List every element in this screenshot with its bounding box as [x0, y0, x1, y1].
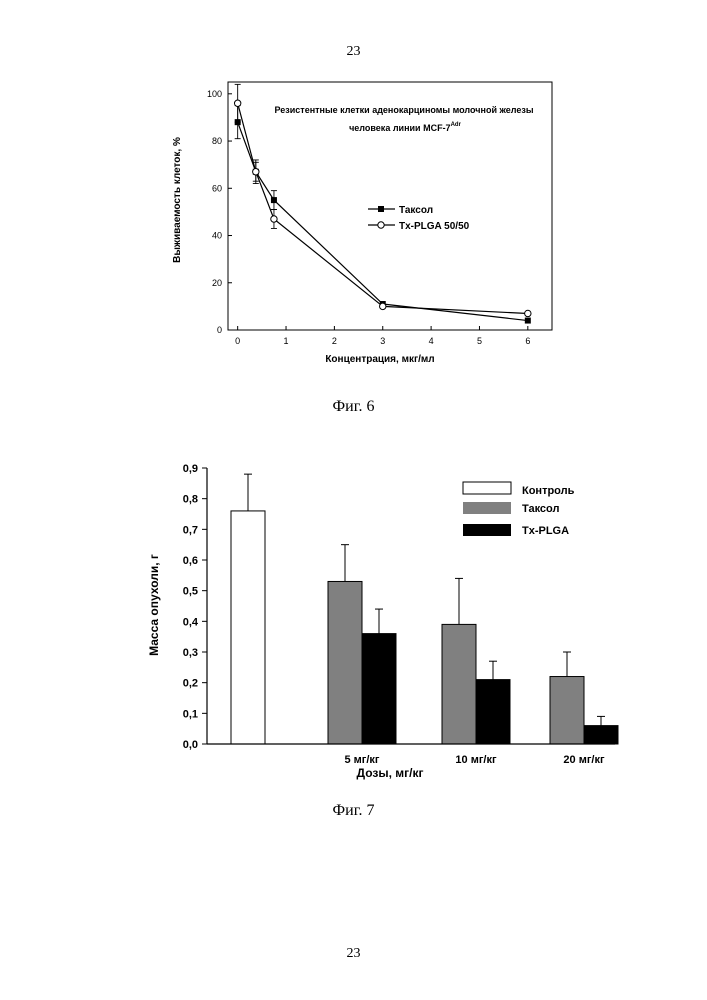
x-tick-label-2: 10 мг/кг: [455, 754, 497, 766]
legend-swatch-taxol: [463, 502, 511, 514]
x-axis-label: Дозы, мг/кг: [357, 766, 424, 780]
y-tick-label-4: 80: [212, 136, 222, 146]
point-s0-2: [271, 197, 277, 203]
chart-subtitle-sup: Adr: [451, 122, 462, 128]
y-tick-label-5: 0,5: [183, 586, 198, 598]
y-tick-label-1: 20: [212, 278, 222, 288]
legend-label-taxol: Таксол: [399, 205, 433, 216]
tumor-mass-bar-chart: 0,0 0,1 0,2 0,3 0,4 0,5 0,6 0,7 0,8 0,9 5 мг/кг 10 …: [0, 440, 707, 820]
bar-s0-c0: [231, 511, 265, 744]
figure-6-caption: Фиг. 6: [0, 398, 707, 416]
y-tick-label-8: 0,8: [183, 494, 198, 506]
y-tick-label-0: 0,0: [183, 739, 198, 751]
y-tick-label-6: 0,6: [183, 555, 198, 567]
y-tick-label-0: 0: [217, 325, 222, 335]
bar-s2-c2: [476, 680, 510, 744]
figure-7-caption: Фиг. 7: [0, 802, 707, 820]
x-tick-label-6: 6: [525, 336, 530, 346]
legend-label-taxol: Таксол: [522, 503, 559, 515]
legend-label-txplga: Tx-PLGA: [522, 525, 569, 537]
chart-subtitle-main: человека линии MCF-7: [349, 123, 451, 133]
error-bar-s2-c2: [489, 661, 497, 679]
legend-swatch-control: [463, 482, 511, 494]
point-s1-3: [380, 303, 386, 309]
bar-s1-c1: [328, 581, 362, 744]
point-s1-0: [234, 100, 240, 106]
x-axis-label: Концентрация, мкг/мл: [325, 354, 434, 365]
y-tick-label-4: 0,4: [183, 616, 199, 628]
x-tick-label-1: 5 мг/кг: [344, 754, 379, 766]
legend: Таксол Tx-PLGA 50/50: [368, 205, 470, 232]
y-tick-label-7: 0,7: [183, 524, 198, 536]
y-tick-label-9: 0,9: [183, 463, 198, 475]
error-bar-s2-c1: [375, 609, 383, 634]
point-s1-4: [525, 310, 531, 316]
chart-subtitle: человека линии MCF-7Adr: [349, 122, 462, 133]
legend-swatch-txplga: [463, 524, 511, 536]
x-tick-label-3: 20 мг/кг: [563, 754, 605, 766]
legend-marker-txplga: [378, 222, 384, 228]
y-tick-label-3: 60: [212, 183, 222, 193]
survival-line-chart: 0123456020406080100 Резистентные клетки …: [0, 0, 707, 400]
error-bar-s1-c2: [455, 578, 463, 624]
page-number-bottom: 23: [0, 946, 707, 962]
chart-title: Резистентные клетки аденокарциномы молоч…: [274, 105, 533, 115]
y-tick-label-5: 100: [207, 89, 222, 99]
legend: Контроль Таксол Tx-PLGA: [463, 482, 575, 537]
point-s1-2: [271, 216, 277, 222]
x-tick-label-5: 5: [477, 336, 482, 346]
y-axis-label: Масса опухоли, г: [147, 554, 161, 656]
error-bar-s0-c0: [244, 474, 252, 511]
bar-s2-c1: [362, 634, 396, 744]
y-tick-label-1: 0,1: [183, 708, 198, 720]
error-bar-s2-c3: [597, 716, 605, 725]
y-tick-label-2: 40: [212, 231, 222, 241]
plot-frame: [228, 82, 552, 330]
y-tick-label-3: 0,3: [183, 647, 198, 659]
series-line-0: [238, 122, 528, 320]
legend-label-control: Контроль: [522, 485, 575, 497]
x-tick-label-2: 2: [332, 336, 337, 346]
x-tick-label-0: 0: [235, 336, 240, 346]
x-tick-label-4: 4: [429, 336, 434, 346]
point-s1-1: [253, 169, 259, 175]
bar-s1-c2: [442, 624, 476, 744]
y-tick-label-2: 0,2: [183, 678, 198, 690]
legend-label-txplga: Tx-PLGA 50/50: [399, 221, 470, 232]
y-axis-label: Выживаемость клеток, %: [172, 137, 183, 263]
bar-s2-c3: [584, 726, 618, 744]
point-s0-0: [235, 119, 241, 125]
error-bar-s1-c1: [341, 545, 349, 582]
x-tick-label-3: 3: [380, 336, 385, 346]
x-tick-label-1: 1: [284, 336, 289, 346]
error-bar-s1-c3: [563, 652, 571, 677]
bar-s1-c3: [550, 677, 584, 744]
legend-marker-taxol: [378, 206, 384, 212]
point-s0-4: [525, 318, 531, 324]
